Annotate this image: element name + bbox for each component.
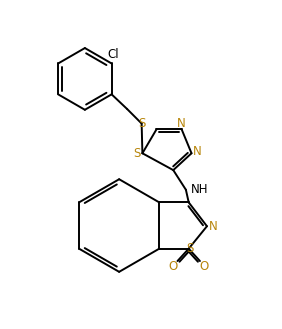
Text: N: N	[193, 145, 202, 158]
Text: O: O	[199, 260, 209, 273]
Text: S: S	[133, 147, 140, 160]
Text: NH: NH	[191, 183, 208, 196]
Text: N: N	[177, 117, 186, 130]
Text: N: N	[209, 220, 218, 233]
Text: S: S	[186, 242, 194, 255]
Text: S: S	[138, 117, 145, 130]
Text: O: O	[169, 260, 178, 273]
Text: Cl: Cl	[107, 48, 119, 61]
